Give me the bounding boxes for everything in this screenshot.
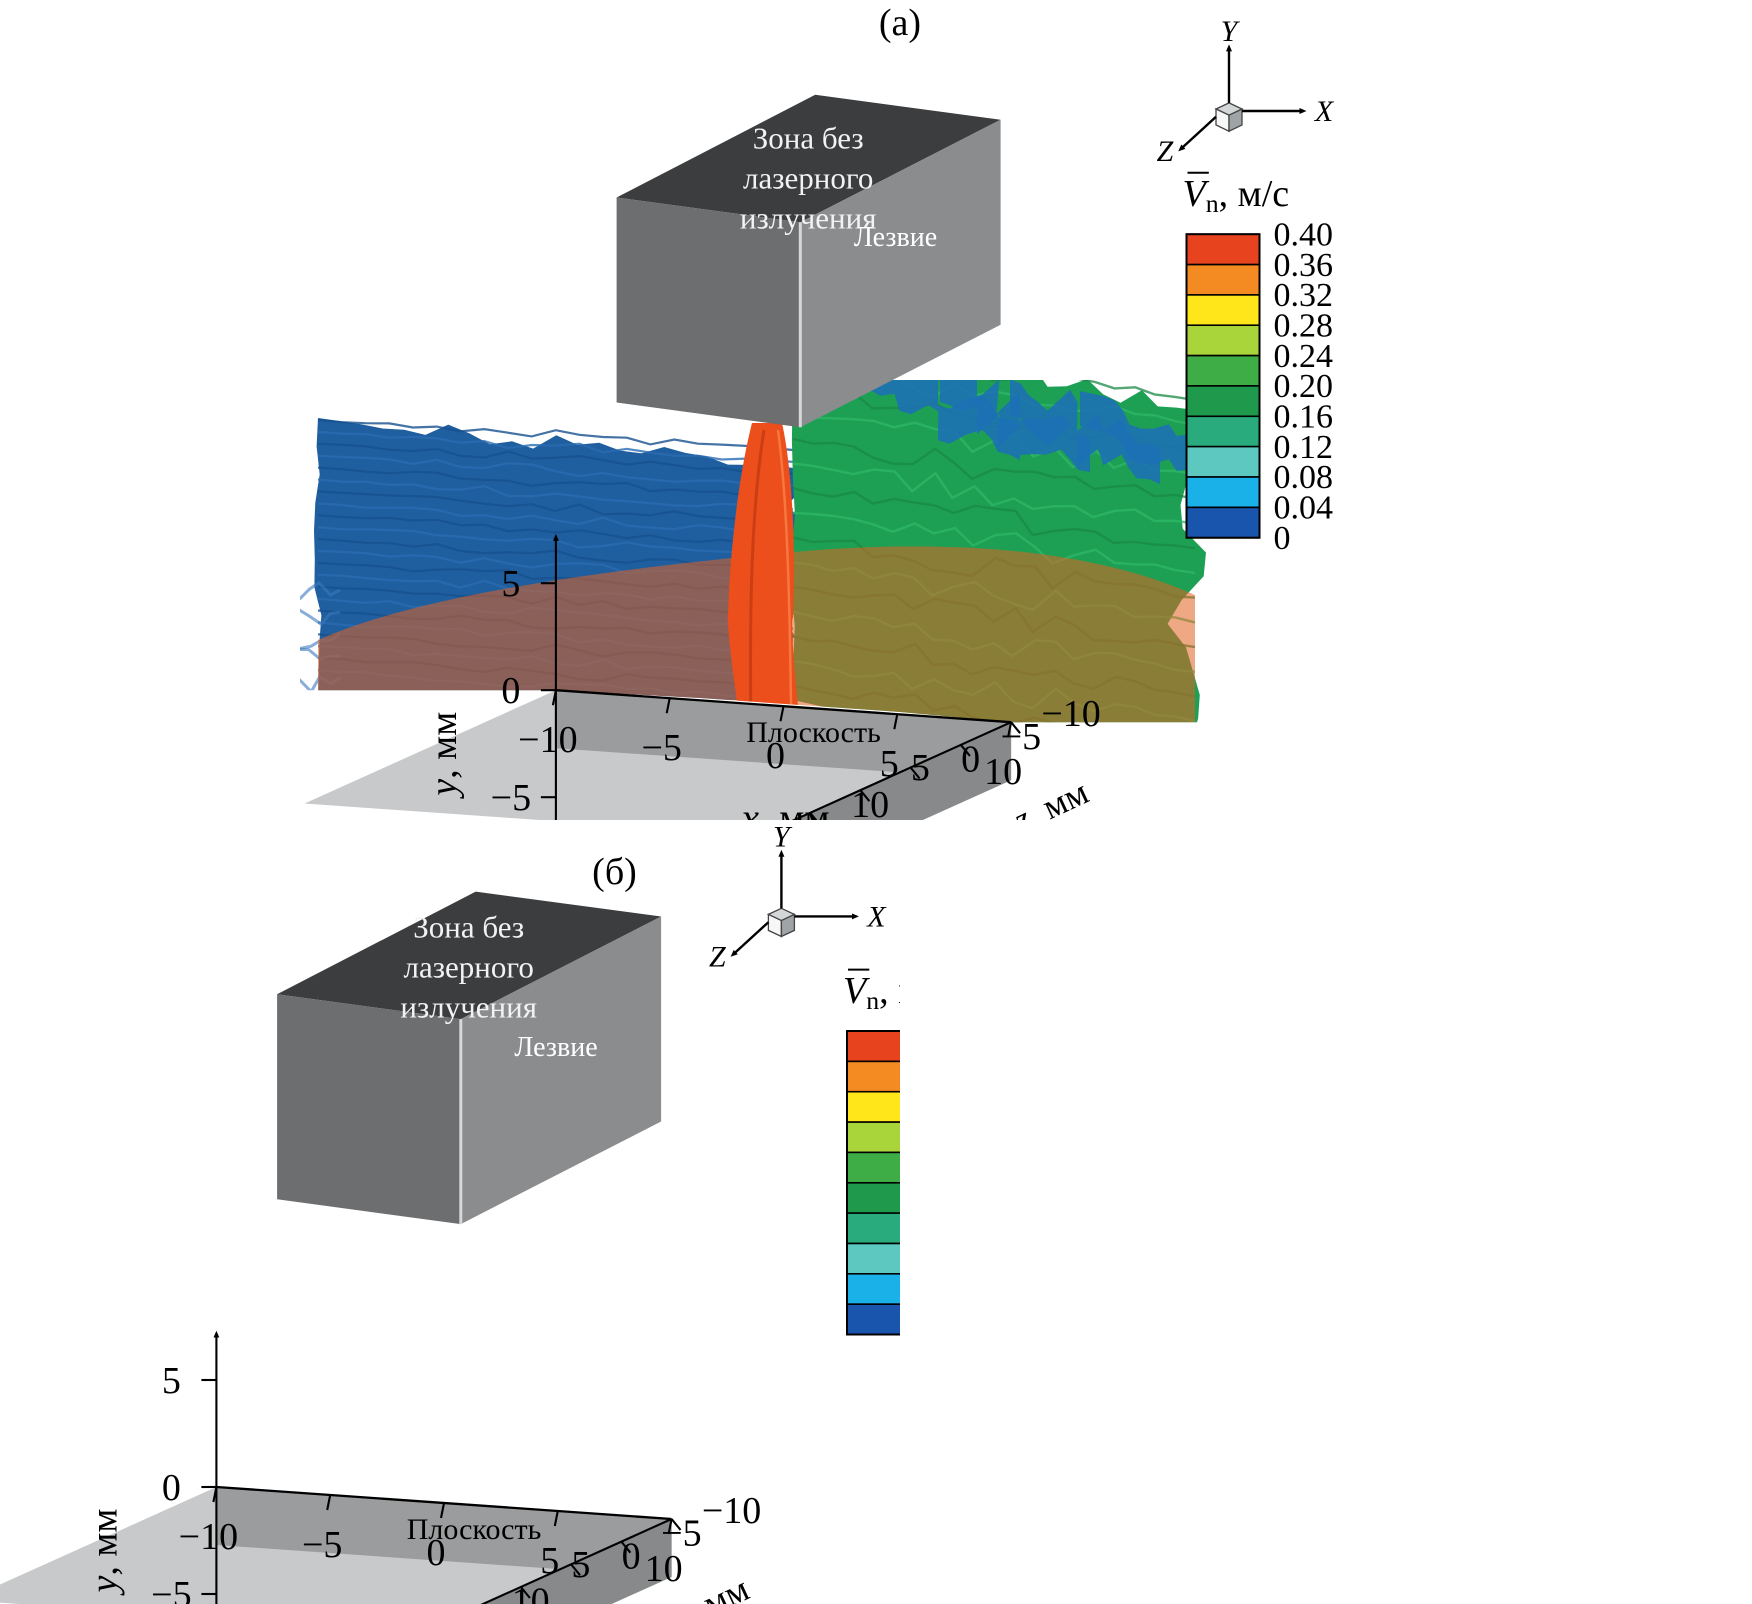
svg-text:лазерного: лазерного (743, 161, 873, 196)
svg-text:5: 5 (880, 743, 899, 785)
svg-text:(а): (а) (879, 2, 921, 44)
svg-text:−10: −10 (179, 1516, 238, 1558)
svg-text:Z: Z (709, 940, 726, 973)
svg-text:5: 5 (501, 563, 520, 605)
svg-text:−5: −5 (302, 1524, 342, 1566)
svg-text:X: X (1314, 95, 1335, 128)
svg-text:лазерного: лазерного (404, 949, 534, 984)
svg-text:Зона без: Зона без (753, 121, 864, 156)
svg-text:−5: −5 (151, 1574, 191, 1604)
svg-text:0: 0 (961, 739, 980, 781)
svg-text:0: 0 (1274, 520, 1291, 557)
svg-text:Y: Y (1221, 15, 1241, 48)
svg-text:излучения: излучения (400, 989, 537, 1024)
svg-text:(б): (б) (592, 851, 637, 893)
svg-text:−5: −5 (661, 1513, 701, 1555)
svg-text:0: 0 (162, 1467, 181, 1509)
svg-text:5: 5 (571, 1544, 590, 1586)
svg-text:0: 0 (766, 735, 785, 777)
svg-text:5: 5 (162, 1360, 181, 1402)
svg-text:Vn, м/с: Vn, м/с (1183, 173, 1290, 218)
svg-text:y, мм: y, мм (83, 1509, 125, 1597)
svg-text:0: 0 (427, 1532, 446, 1574)
svg-text:y, мм: y, мм (423, 712, 465, 800)
svg-text:Z: Z (1157, 135, 1174, 168)
svg-text:x, мм: x, мм (401, 1592, 490, 1604)
svg-text:Зона без: Зона без (413, 909, 524, 944)
svg-text:−10: −10 (702, 1490, 761, 1532)
svg-text:Лезвие: Лезвие (854, 222, 937, 253)
svg-text:−10: −10 (1041, 693, 1100, 735)
svg-text:Y: Y (773, 820, 793, 853)
svg-text:0: 0 (501, 670, 520, 712)
svg-text:10: 10 (512, 1581, 550, 1604)
svg-text:−5: −5 (641, 727, 681, 769)
svg-text:−10: −10 (518, 719, 577, 761)
svg-text:5: 5 (540, 1540, 559, 1582)
svg-text:−5: −5 (1001, 716, 1041, 758)
svg-text:Лезвие: Лезвие (514, 1032, 597, 1063)
svg-text:5: 5 (911, 747, 930, 789)
svg-text:0: 0 (622, 1535, 641, 1577)
